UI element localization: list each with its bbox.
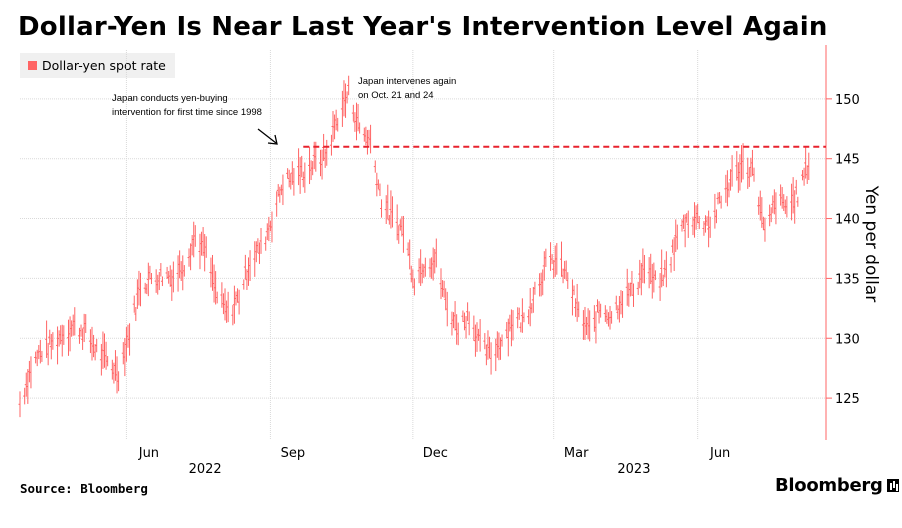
x-axis: Jun Sep Dec Mar Jun 2022 2023 bbox=[138, 446, 731, 477]
y-tick-label: 130 bbox=[835, 332, 860, 347]
annotation-arrow-shaft bbox=[257, 128, 277, 144]
brand-logo: Bloomberg bbox=[775, 475, 899, 496]
gridlines bbox=[20, 50, 826, 440]
x-tick-label: Jun bbox=[709, 446, 730, 461]
x-tick-label: Sep bbox=[281, 446, 306, 461]
legend-swatch bbox=[28, 61, 37, 70]
y-tick-label: 125 bbox=[835, 392, 860, 407]
y-axis: 125 130 135 140 145 150 Yen per dollar bbox=[825, 45, 881, 440]
annotation-arrow-head bbox=[267, 134, 278, 145]
x-tick-label: Jun bbox=[138, 446, 159, 461]
x-tick-label: Dec bbox=[423, 446, 448, 461]
annotations: Japan conducts yen-buying intervention fo… bbox=[112, 76, 456, 145]
y-tick-label: 145 bbox=[835, 153, 860, 168]
bar-chart-icon bbox=[886, 479, 899, 492]
y-tick-label: 150 bbox=[835, 93, 860, 108]
series-dollar-yen bbox=[18, 75, 810, 418]
y-tick-label: 135 bbox=[835, 272, 860, 287]
source-note: Source: Bloomberg bbox=[20, 481, 148, 496]
chart-title: Dollar-Yen Is Near Last Year's Intervent… bbox=[18, 12, 828, 42]
annotation-2-line-2: on Oct. 21 and 24 bbox=[358, 90, 434, 101]
annotation-1-line-1: Japan conducts yen-buying bbox=[112, 93, 228, 104]
annotation-1-line-2: intervention for first time since 1998 bbox=[112, 107, 262, 118]
legend: Dollar-yen spot rate bbox=[20, 53, 175, 78]
y-axis-label: Yen per dollar bbox=[861, 185, 881, 302]
x-year-label: 2022 bbox=[189, 462, 222, 477]
y-tick-label: 140 bbox=[835, 213, 860, 228]
x-tick-label: Mar bbox=[564, 446, 589, 461]
annotation-2-line-1: Japan intervenes again bbox=[358, 76, 456, 87]
x-year-label: 2023 bbox=[617, 462, 650, 477]
brand-name: Bloomberg bbox=[775, 475, 883, 496]
legend-label: Dollar-yen spot rate bbox=[42, 58, 166, 73]
